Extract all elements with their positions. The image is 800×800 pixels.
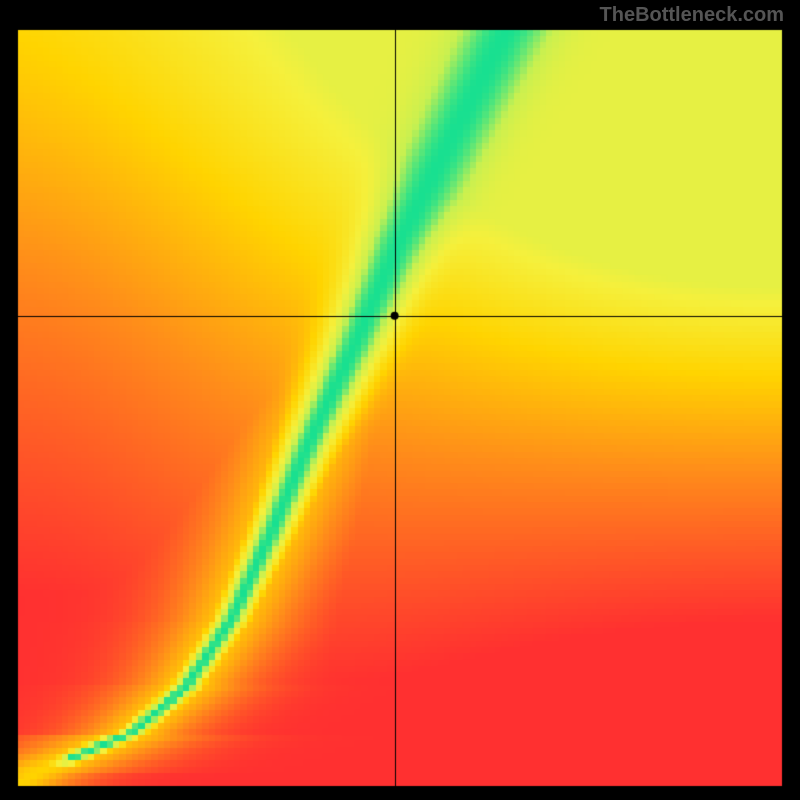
chart-container: TheBottleneck.com	[0, 0, 800, 800]
bottleneck-heatmap-canvas	[0, 0, 800, 800]
watermark-text: TheBottleneck.com	[600, 4, 784, 27]
